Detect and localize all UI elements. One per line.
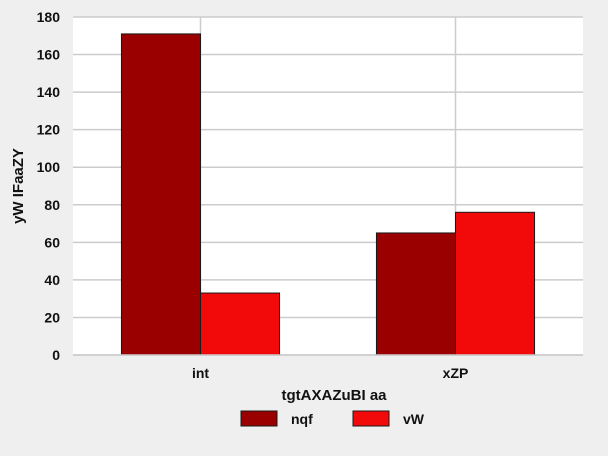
- legend-swatch-nqf: [240, 410, 278, 427]
- bar-nqf-xZP: [375, 232, 457, 356]
- y-tick-label: 80: [44, 197, 60, 213]
- y-tick-label: 120: [37, 122, 61, 138]
- x-tick-label: xZP: [443, 365, 469, 381]
- bar-nqf-int: [120, 33, 201, 356]
- axes: 0 20 40 60 80 100 120 140 160 180 int xZP: [37, 9, 583, 381]
- y-tick-label: 0: [52, 347, 60, 363]
- x-tick-label: int: [192, 365, 209, 381]
- y-tick-label: 100: [37, 159, 61, 175]
- legend-label: nqf: [291, 411, 313, 427]
- y-tick-label: 180: [37, 9, 61, 25]
- y-tick-label: 160: [37, 47, 61, 63]
- y-tick-label: 40: [44, 272, 60, 288]
- x-axis-label: tgtAXAZuBI aa: [282, 387, 388, 404]
- y-tick-label: 20: [44, 309, 60, 325]
- bar-vW-int: [200, 292, 281, 356]
- legend-swatch-vW: [352, 410, 390, 427]
- bar-vW-xZP: [455, 211, 536, 356]
- y-tick-label: 140: [37, 84, 61, 100]
- y-axis-label: yW IFaaZY: [10, 148, 27, 224]
- y-tick-label: 60: [44, 234, 60, 250]
- bars: [120, 33, 536, 356]
- legend: nqf vW: [240, 410, 425, 427]
- legend-label: vW: [403, 411, 425, 427]
